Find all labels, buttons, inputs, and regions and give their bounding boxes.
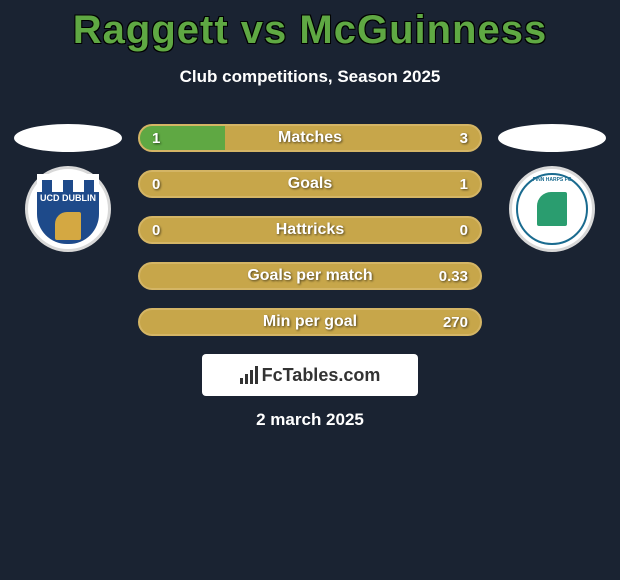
team-right-panel: FINN HARPS FC: [492, 124, 612, 252]
player-left-name-oval: [14, 124, 122, 152]
stat-bar: 0Goals1: [138, 170, 482, 198]
stat-label: Matches: [140, 126, 480, 150]
team-right-crest: FINN HARPS FC: [509, 166, 595, 252]
stat-value-right: 0: [460, 218, 468, 242]
stat-label: Goals per match: [140, 264, 480, 288]
stat-bar: Goals per match0.33: [138, 262, 482, 290]
ucd-crest-text: UCD DUBLIN: [37, 194, 99, 203]
team-left-panel: UCD DUBLIN: [8, 124, 128, 252]
match-date: 2 march 2025: [0, 410, 620, 430]
page-title: Raggett vs McGuinness: [0, 0, 620, 53]
page-subtitle: Club competitions, Season 2025: [0, 67, 620, 87]
harp-icon: [55, 212, 81, 240]
stat-label: Hattricks: [140, 218, 480, 242]
finn-harps-crest-text: FINN HARPS FC: [518, 177, 586, 183]
stat-bar: 0Hattricks0: [138, 216, 482, 244]
watermark-text: FcTables.com: [262, 365, 381, 386]
team-left-crest: UCD DUBLIN: [25, 166, 111, 252]
stats-bars: 1Matches30Goals10Hattricks0Goals per mat…: [138, 124, 482, 354]
ucd-shield-icon: UCD DUBLIN: [37, 174, 99, 244]
stat-value-right: 0.33: [439, 264, 468, 288]
harp-icon: [537, 192, 567, 226]
stat-label: Min per goal: [140, 310, 480, 334]
watermark: FcTables.com: [202, 354, 418, 396]
stat-value-right: 270: [443, 310, 468, 334]
stat-value-right: 1: [460, 172, 468, 196]
stat-bar: Min per goal270: [138, 308, 482, 336]
player-right-name-oval: [498, 124, 606, 152]
bar-chart-icon: [240, 366, 258, 384]
stat-bar: 1Matches3: [138, 124, 482, 152]
stat-label: Goals: [140, 172, 480, 196]
finn-harps-badge-icon: FINN HARPS FC: [516, 173, 588, 245]
stat-value-right: 3: [460, 126, 468, 150]
